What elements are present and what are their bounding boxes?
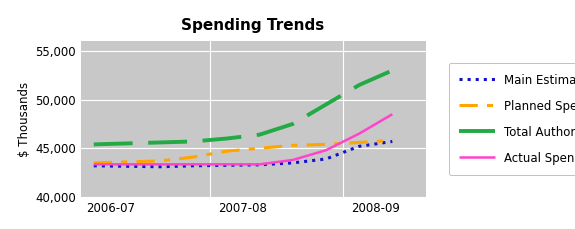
Planned Spending xyxy=(124,161,131,163)
Line: Planned Spending: Planned Spending xyxy=(94,141,392,163)
Total Authorities xyxy=(289,123,296,125)
Planned Spending xyxy=(323,143,329,146)
Legend: Main Estimates, Planned Spending, Total Authorities, Actual Spending: Main Estimates, Planned Spending, Total … xyxy=(448,63,575,175)
Total Authorities xyxy=(356,84,363,86)
Planned Spending xyxy=(190,156,197,158)
Total Authorities xyxy=(190,140,197,143)
Actual Spending xyxy=(389,113,396,116)
Actual Spending xyxy=(124,163,131,166)
Total Authorities xyxy=(256,133,263,136)
Planned Spending xyxy=(389,139,396,142)
Main Estimates xyxy=(190,164,197,167)
Total Authorities xyxy=(156,141,163,144)
Line: Main Estimates: Main Estimates xyxy=(94,142,392,167)
Title: Spending Trends: Spending Trends xyxy=(181,18,325,33)
Actual Spending xyxy=(289,159,296,161)
Main Estimates xyxy=(156,165,163,168)
Y-axis label: $ Thousands: $ Thousands xyxy=(18,82,30,157)
Main Estimates xyxy=(124,165,131,168)
Actual Spending xyxy=(190,163,197,166)
Total Authorities xyxy=(124,142,131,145)
Planned Spending xyxy=(223,150,230,153)
Planned Spending xyxy=(90,161,97,164)
Main Estimates xyxy=(389,140,396,143)
Actual Spending xyxy=(356,132,363,135)
Actual Spending xyxy=(323,149,329,152)
Main Estimates xyxy=(256,164,263,166)
Actual Spending xyxy=(256,163,263,166)
Total Authorities xyxy=(323,103,329,106)
Planned Spending xyxy=(356,141,363,144)
Planned Spending xyxy=(156,160,163,162)
Main Estimates xyxy=(356,145,363,148)
Actual Spending xyxy=(156,163,163,166)
Planned Spending xyxy=(256,147,263,150)
Planned Spending xyxy=(289,144,296,147)
Total Authorities xyxy=(90,143,97,146)
Main Estimates xyxy=(90,164,97,167)
Main Estimates xyxy=(289,161,296,164)
Line: Actual Spending: Actual Spending xyxy=(94,114,392,164)
Actual Spending xyxy=(223,163,230,166)
Actual Spending xyxy=(90,163,97,166)
Total Authorities xyxy=(223,137,230,140)
Total Authorities xyxy=(389,69,396,72)
Line: Total Authorities: Total Authorities xyxy=(94,71,392,144)
Main Estimates xyxy=(323,158,329,160)
Main Estimates xyxy=(223,164,230,167)
